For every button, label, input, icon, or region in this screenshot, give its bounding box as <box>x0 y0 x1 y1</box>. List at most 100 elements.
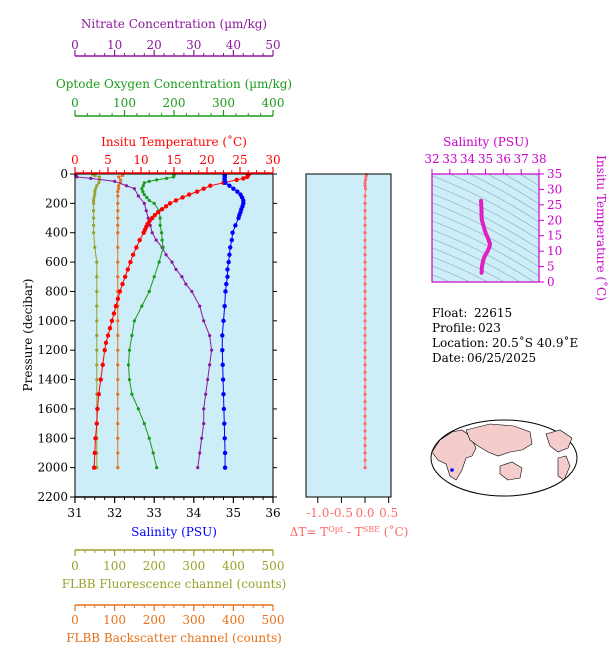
temperature-point <box>111 311 117 316</box>
ts-x-tick-label: 36 <box>496 152 511 166</box>
delta-t-point <box>363 260 367 264</box>
ts-isopycnal <box>432 256 489 282</box>
salinity-point <box>225 274 230 279</box>
axis-tick-label: 35 <box>226 506 241 520</box>
delta-t-point <box>363 399 367 404</box>
delta-t-point <box>364 175 368 179</box>
fluorescence-point <box>95 260 99 264</box>
oxygen-point <box>145 195 149 200</box>
ts-y-tick-label: 35 <box>547 167 562 181</box>
temperature-point <box>115 296 121 301</box>
ts-isopycnal <box>432 211 539 268</box>
salinity-point <box>221 392 226 397</box>
fluorescence-axis: 0 100 200 300 400 500 <box>71 549 285 573</box>
ts-isopycnal <box>432 220 539 277</box>
pressure-tick-label: 0 <box>60 167 68 181</box>
pressure-tick-label: 1400 <box>37 373 68 387</box>
backscatter-axis: 0 100 200 300 400 500 <box>71 604 284 627</box>
delta-t-plot-frame <box>305 173 392 498</box>
temperature-point <box>167 201 173 206</box>
axis-tick-label: 34 <box>186 506 202 520</box>
map-land <box>431 423 573 481</box>
oxygen-point <box>141 184 145 188</box>
fluorescence-axis-label: FLBB Fluorescence channel (counts) <box>62 577 287 591</box>
fluorescence-point <box>95 319 99 323</box>
nitrate-point <box>174 267 178 272</box>
axis-tick-label: 200 <box>163 96 186 110</box>
fluorescence-point <box>95 184 99 188</box>
ts-point <box>484 251 489 256</box>
axis-tick-label: 15 <box>166 153 181 167</box>
nitrate-point <box>202 407 206 411</box>
fluorescence-point <box>92 195 96 200</box>
salinity-point <box>222 303 227 309</box>
ts-point <box>479 206 484 210</box>
ts-point <box>479 270 484 275</box>
pressure-tick-label: 800 <box>45 284 68 298</box>
delta-t-point <box>363 184 367 188</box>
delta-t-point <box>363 245 367 250</box>
axis-tick-label: 100 <box>103 613 126 627</box>
axis-tick-label: 400 <box>262 96 285 110</box>
nitrate-point <box>190 289 194 294</box>
fluorescence-point <box>92 198 96 203</box>
temperature-point <box>163 204 169 209</box>
delta-t-point <box>363 209 367 213</box>
ts-isopycnal <box>432 184 539 241</box>
axis-tick-label: 200 <box>143 559 166 573</box>
world-map <box>430 419 578 497</box>
backscatter-point <box>116 436 120 440</box>
ts-point <box>480 218 484 223</box>
oxygen-point <box>130 392 134 396</box>
delta-t-point <box>363 178 368 182</box>
salinity-point <box>222 421 227 426</box>
nitrate-point <box>202 421 206 426</box>
backscatter-point <box>116 223 120 227</box>
delta-t-point <box>363 458 367 462</box>
temperature-point <box>96 392 101 397</box>
backscatter-point <box>116 348 120 352</box>
nitrate-point <box>184 282 188 286</box>
delta-t-point <box>363 275 367 279</box>
delta-t-point <box>363 267 367 272</box>
ts-isopycnal <box>448 174 539 223</box>
nitrate-point <box>204 392 208 396</box>
temperature-point <box>109 318 115 324</box>
backscatter-point <box>116 194 120 198</box>
backscatter-point <box>120 173 125 178</box>
ts-point <box>487 245 492 249</box>
axis-tick-label: 500 <box>262 559 285 573</box>
axis-tick-label: 0 <box>71 613 79 627</box>
date-value: 06/25/2025 <box>467 351 536 365</box>
salinity-point <box>224 281 229 287</box>
salinity-line <box>221 174 244 468</box>
temperature-point <box>201 186 206 191</box>
ts-y-tick-label: 20 <box>547 213 562 227</box>
temperature-point <box>208 183 213 188</box>
backscatter-point <box>116 451 120 455</box>
axis-tick-label: 100 <box>103 559 126 573</box>
ts-y-tick-label: 30 <box>547 182 562 196</box>
ts-point <box>481 224 486 229</box>
delta-t-point <box>363 355 367 360</box>
backscatter-point <box>116 209 120 213</box>
oxygen-point <box>147 179 151 183</box>
land-australia <box>499 461 523 481</box>
salinity-point <box>236 215 241 221</box>
oxygen-point <box>155 466 159 470</box>
delta-t-point <box>363 223 367 227</box>
backscatter-point <box>118 178 123 182</box>
fluorescence-point <box>93 192 97 197</box>
oxygen-point <box>142 181 146 185</box>
nitrate-point <box>142 201 146 205</box>
fluorescence-point <box>97 175 102 179</box>
delta-t-point <box>363 444 367 448</box>
ts-point <box>481 221 485 226</box>
axis-tick-label: 0 <box>71 38 79 52</box>
delta-t-point <box>363 429 367 433</box>
salinity-point <box>227 252 232 257</box>
nitrate-axis: 0 10 20 30 40 50 <box>71 38 281 57</box>
ts-isopycnal <box>432 175 539 232</box>
oxygen-point <box>127 377 132 382</box>
